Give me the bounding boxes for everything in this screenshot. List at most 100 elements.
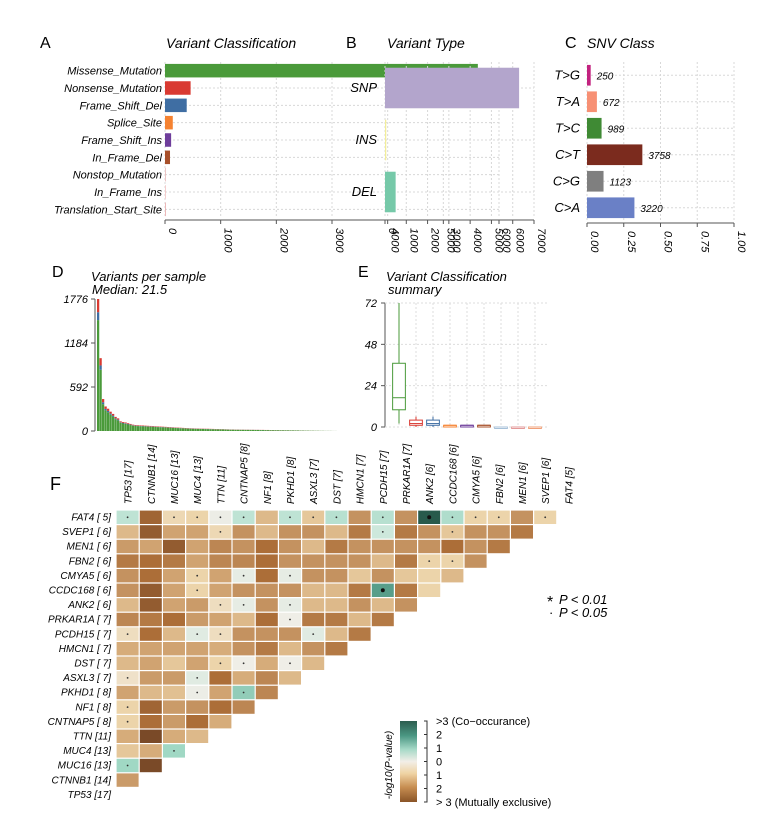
heatmap-cell [279,525,301,539]
sig-dot-marker [126,633,129,635]
x-tick-label: 2000 [429,227,441,253]
heatmap-cell [139,627,162,641]
row-label: TP53 [17] [68,790,112,801]
heatmap-cell [232,539,255,554]
heatmap-cell [255,554,278,568]
heatmap-cell [325,525,348,539]
heatmap-cell [348,569,371,583]
bar-segment-frameshift [122,422,125,424]
colorbar-title: -log10(P-value) [384,731,395,799]
bar [385,171,396,213]
bar-segment-missense [107,412,110,431]
heatmap-cell [186,525,209,539]
row-label: MUC4 [13] [63,746,111,757]
bar-segment-nonsense [144,425,147,427]
heatmap-cell [232,612,255,627]
heatmap-cell [302,642,325,656]
category-label: T>A [556,94,580,109]
category-label: T>G [554,67,580,82]
heatmap-cell [116,729,139,743]
y-tick-label: 0 [82,426,89,438]
bar-segment-missense [239,429,242,431]
bar-segment-missense [269,430,272,431]
heatmap-cell [371,598,394,612]
sig-dot-marker [428,560,431,562]
bar-segment-frameshift [109,413,112,415]
heatmap-cell [279,539,301,554]
heatmap-cell [209,612,232,627]
heatmap-cell [255,598,278,612]
bar-segment-missense [199,428,202,431]
bar [587,117,602,139]
bar-segment-missense [122,423,125,431]
heatmap-cell [186,642,209,656]
heatmap-cell [232,671,255,685]
heatmap-cell [464,525,487,539]
bar-segment-nonsense [149,425,152,427]
bar-segment-missense [249,429,252,431]
heatmap-cell [116,598,139,612]
sig-star-label: P < 0.01 [559,592,607,607]
panel-c-chart: 0.00 0.25 0.50 0.75 1.00 T>G 250 T>A 672 T>C 989 C>… [553,62,747,253]
sig-dot-marker [126,720,129,723]
row-label: FAT4 [ 5] [71,513,111,524]
title-vc-summary: Variant Classification [386,269,507,284]
category-label: C>T [555,147,581,162]
heatmap-cell [209,539,232,554]
heatmap-cell [325,598,348,612]
bar-segment-missense [209,429,212,431]
x-tick-label: 3000 [450,228,462,253]
column-label: SVEP1 [6] [541,458,552,504]
value-label: 3220 [640,204,663,215]
heatmap-cell [395,583,417,597]
bar-segment-nonsense [119,421,122,423]
column-label: CNTNAP5 [8] [240,443,251,504]
colorbar-tick-label: 1 [436,770,442,782]
bar-segment-missense [117,420,120,431]
heatmap-cell [255,583,278,597]
heatmap-cell [209,685,232,700]
x-tick-label: 7000 [535,228,547,253]
heatmap-cell [163,598,185,612]
bar-segment-missense [219,429,222,431]
bar-segment-missense [127,424,130,431]
heatmap-cell [255,510,278,524]
bar [165,167,166,182]
value-label: 250 [596,71,614,82]
column-label: CTNNB1 [14] [147,444,158,504]
sig-star-marker [380,588,385,593]
bar-segment-nonsense [139,425,142,426]
subtitle-summary: summary [388,282,443,297]
heatmap-cell [209,642,232,656]
value-label: 672 [603,98,620,109]
bar [165,115,173,130]
bar [165,98,187,113]
heatmap-cell [279,671,301,685]
y-tick-label: 72 [365,298,377,310]
bar-segment-missense [267,430,270,431]
heatmap-cell [325,627,348,641]
bar-segment-missense [207,429,210,431]
heatmap-cell [116,656,139,670]
sig-dot-marker [451,531,454,533]
bar-segment-missense [197,428,200,431]
bar-segment-nonsense [127,423,130,424]
heatmap-cell [441,539,464,554]
heatmap-cell [209,554,232,568]
bar-segment-frameshift [124,423,127,424]
heatmap-cell [186,612,209,627]
heatmap-cell [139,671,162,685]
colorbar-tick-label: 2 [436,784,442,796]
heatmap-cell [186,729,209,743]
title-variant-classification: Variant Classification [166,35,296,51]
x-tick-label: 1000 [407,228,419,253]
bar-segment-missense [97,320,100,431]
heatmap-cell [371,569,394,583]
bar-segment-missense [257,430,260,431]
bar-segment-missense [119,422,122,431]
row-label: CMYA5 [ 6] [60,571,111,582]
y-tick-label: 48 [365,339,378,351]
bar [587,91,597,113]
heatmap-cell [395,525,417,539]
row-label: CCDC168 [ 6] [49,586,111,597]
